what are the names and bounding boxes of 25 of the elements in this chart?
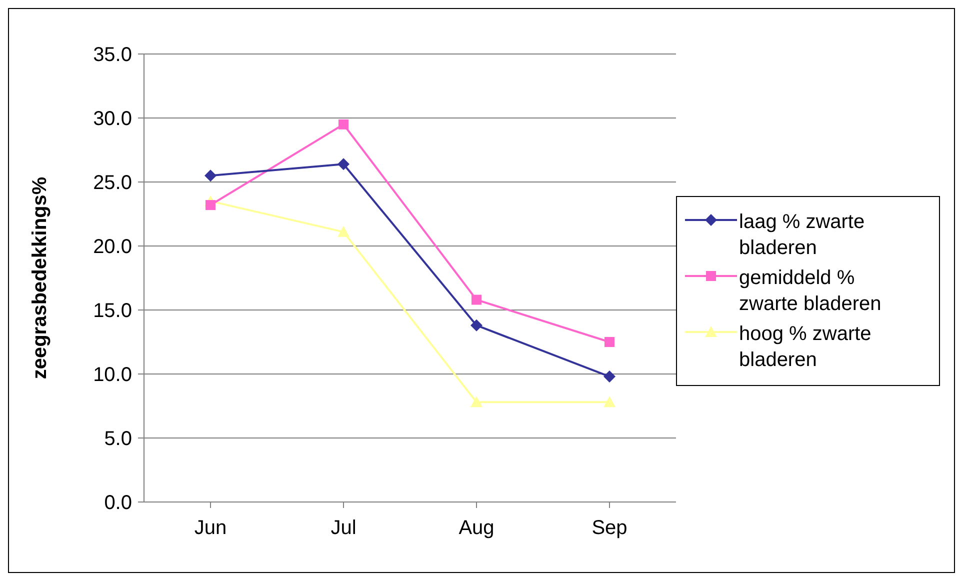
y-tick-label: 15.0 xyxy=(93,300,132,322)
point xyxy=(470,396,482,408)
y-tick-label: 35.0 xyxy=(93,44,132,66)
legend-label: hoog % zwarte bladeren xyxy=(739,322,872,372)
point xyxy=(338,226,350,237)
x-tick-label: Jun xyxy=(194,517,227,540)
point xyxy=(604,337,614,347)
point xyxy=(338,158,350,170)
y-tick-label: 25.0 xyxy=(93,172,132,194)
point xyxy=(604,396,616,408)
y-tick-label: 5.0 xyxy=(104,428,132,450)
y-tick-label: 20.0 xyxy=(93,236,132,258)
y-axis-title: zeegrasbedekkings% xyxy=(29,176,52,380)
point xyxy=(338,119,348,130)
x-tick-label: Jul xyxy=(330,517,356,540)
point xyxy=(206,200,216,210)
y-tick-label: 0.0 xyxy=(104,492,132,514)
point xyxy=(604,370,616,383)
point xyxy=(204,170,216,182)
x-tick-label: Sep xyxy=(592,517,628,540)
point xyxy=(470,319,482,332)
point xyxy=(472,294,482,305)
y-tick-label: 10.0 xyxy=(93,364,132,386)
x-tick-label: Aug xyxy=(458,517,494,540)
y-tick-label: 30.0 xyxy=(93,108,132,130)
